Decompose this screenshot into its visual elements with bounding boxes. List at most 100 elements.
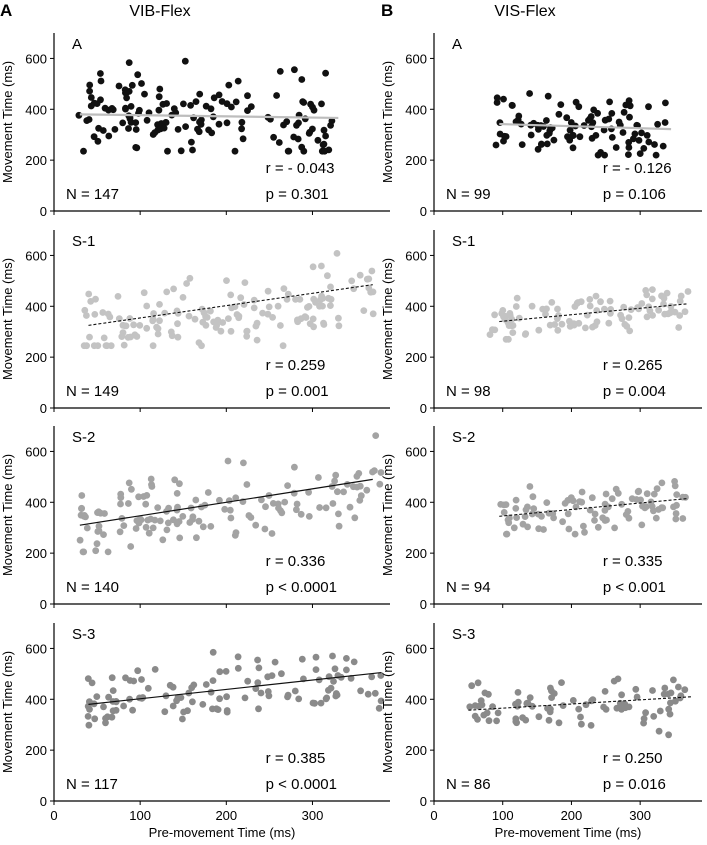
- data-point: [512, 303, 520, 310]
- data-point: [468, 682, 476, 690]
- n-label: N = 140: [66, 579, 119, 596]
- data-point: [115, 82, 123, 90]
- data-point: [514, 689, 522, 696]
- data-point: [571, 303, 579, 310]
- n-label: N = 147: [66, 186, 119, 203]
- data-point: [226, 506, 234, 514]
- data-point: [564, 510, 572, 518]
- data-point: [232, 529, 240, 536]
- y-axis-label: Movement Time (ms): [0, 258, 15, 380]
- y-tick-label: 400: [405, 495, 427, 510]
- data-point: [655, 506, 662, 513]
- data-point: [144, 684, 152, 692]
- data-point: [255, 664, 263, 672]
- data-point: [348, 277, 356, 285]
- data-point: [505, 335, 512, 343]
- data-point: [127, 485, 135, 493]
- r-label: r = - 0.043: [266, 160, 335, 177]
- y-tick-label: 0: [40, 204, 47, 219]
- data-point: [101, 510, 108, 517]
- data-point: [125, 479, 133, 487]
- data-point: [198, 342, 205, 350]
- y-tick-label: 0: [420, 204, 427, 219]
- data-point: [318, 100, 325, 108]
- data-point: [524, 699, 532, 707]
- subject-label: S-1: [452, 233, 475, 250]
- data-point: [97, 77, 105, 85]
- data-point: [322, 69, 329, 77]
- data-point: [500, 95, 507, 103]
- data-point: [605, 319, 613, 327]
- data-point: [329, 652, 336, 660]
- data-point: [217, 327, 225, 335]
- data-point: [253, 336, 261, 344]
- data-point: [620, 108, 628, 116]
- data-point: [102, 719, 109, 727]
- data-point: [215, 120, 223, 128]
- data-point: [649, 687, 656, 694]
- data-point: [625, 144, 633, 151]
- y-tick-label: 0: [40, 597, 47, 612]
- data-point: [670, 503, 677, 511]
- data-point: [640, 145, 648, 152]
- data-point: [244, 92, 251, 100]
- data-point: [601, 151, 608, 159]
- data-point: [369, 310, 377, 318]
- data-point: [530, 505, 538, 513]
- data-point: [225, 497, 233, 504]
- data-point: [85, 721, 93, 729]
- data-point: [554, 305, 561, 313]
- data-point: [141, 90, 148, 98]
- data-point: [163, 288, 171, 296]
- data-point: [559, 702, 567, 709]
- data-point: [565, 525, 573, 533]
- data-point: [670, 676, 677, 684]
- data-point: [95, 527, 103, 535]
- y-tick-label: 600: [25, 641, 47, 656]
- data-point: [545, 716, 553, 724]
- data-point: [135, 493, 143, 501]
- y-tick-label: 200: [25, 743, 47, 758]
- data-point: [612, 144, 620, 151]
- data-point: [481, 689, 489, 697]
- data-point: [100, 703, 107, 711]
- data-point: [208, 129, 216, 137]
- regression-line: [499, 497, 689, 517]
- data-point: [582, 701, 590, 709]
- data-point: [569, 144, 577, 152]
- y-tick-label: 600: [25, 51, 47, 66]
- data-point: [332, 471, 340, 479]
- data-point: [681, 308, 689, 316]
- data-point: [522, 506, 530, 514]
- data-point: [92, 547, 100, 555]
- data-point: [202, 321, 210, 329]
- data-point: [269, 314, 276, 321]
- data-point: [575, 319, 583, 327]
- data-point: [97, 70, 104, 77]
- y-axis-label: Movement Time (ms): [380, 651, 395, 773]
- data-point: [291, 687, 299, 695]
- data-point: [300, 99, 308, 106]
- data-point: [309, 103, 316, 111]
- data-point: [199, 523, 207, 531]
- regression-line: [499, 303, 689, 323]
- data-point: [161, 708, 169, 716]
- data-point: [325, 294, 332, 302]
- data-point: [638, 300, 646, 307]
- data-point: [117, 494, 125, 501]
- data-point: [625, 97, 633, 105]
- data-point: [275, 504, 282, 512]
- data-point: [679, 515, 687, 522]
- data-point: [223, 277, 230, 284]
- data-point: [661, 310, 669, 318]
- x-tick-label: 300: [629, 808, 651, 823]
- data-point: [586, 296, 594, 303]
- n-label: N = 86: [446, 776, 491, 793]
- data-point: [143, 324, 151, 332]
- data-point: [591, 510, 599, 518]
- data-point: [599, 514, 607, 522]
- data-point: [159, 536, 167, 544]
- data-point: [86, 87, 93, 95]
- data-point: [180, 708, 188, 716]
- y-axis-label: Movement Time (ms): [0, 651, 15, 773]
